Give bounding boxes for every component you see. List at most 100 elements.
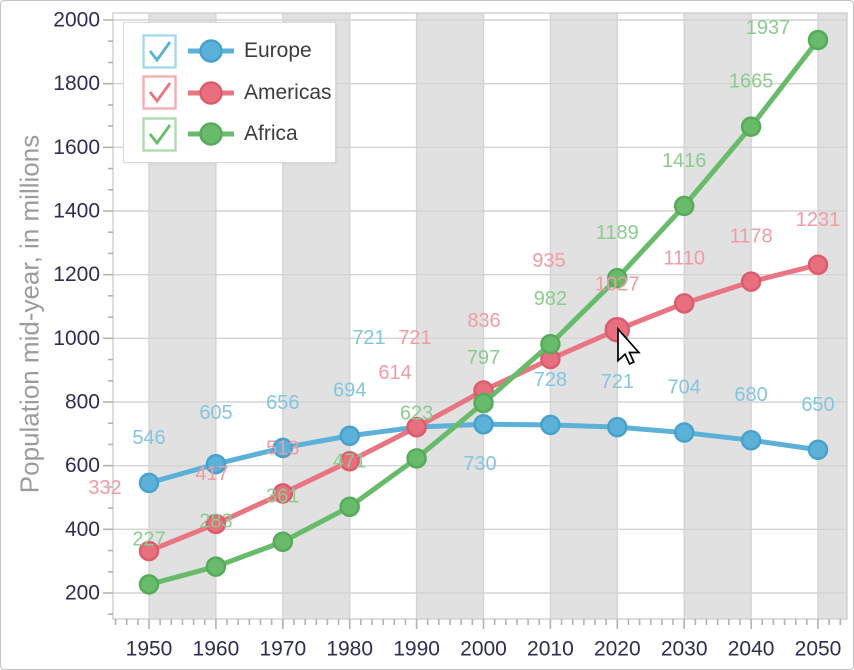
x-axis-label: 2030: [661, 638, 708, 661]
data-label-europe-2020: 721: [601, 371, 634, 393]
legend-item-americas[interactable]: Americas: [142, 75, 335, 110]
data-label-africa-2040: 1665: [729, 71, 774, 93]
data-point-africa-2010[interactable]: [540, 333, 561, 355]
legend-item-africa[interactable]: Africa: [142, 116, 335, 152]
y-axis-title: Population mid-year, in millions: [14, 134, 45, 494]
data-label-europe-2010: 728: [534, 369, 567, 391]
y-axis-label: 1800: [53, 72, 100, 95]
x-axis-label: 1970: [259, 638, 306, 661]
data-label-europe-1970: 656: [266, 392, 299, 414]
data-point-africa-1970[interactable]: [272, 531, 294, 552]
data-point-europe-1970[interactable]: [272, 437, 294, 459]
mouse-cursor-icon: [617, 326, 641, 366]
data-point-europe-2030[interactable]: [673, 422, 695, 443]
plot-stripe: [684, 13, 752, 619]
data-point-americas-1990[interactable]: [406, 416, 427, 438]
plot-stripe: [818, 13, 847, 619]
legend-checkbox-americas[interactable]: [142, 75, 177, 110]
data-label-europe-1990: 721: [352, 327, 385, 349]
x-axis-label: 2010: [527, 638, 574, 661]
checkmark-icon: [148, 40, 172, 62]
data-label-europe-2030: 704: [668, 377, 701, 399]
data-point-africa-1990[interactable]: [406, 448, 427, 469]
data-point-africa-2050[interactable]: [807, 29, 829, 51]
data-point-americas-1960[interactable]: [205, 513, 227, 535]
data-point-africa-1960[interactable]: [205, 556, 227, 577]
data-point-americas-2040[interactable]: [740, 271, 762, 292]
y-axis-label: 2000: [53, 9, 100, 32]
data-point-africa-1950[interactable]: [138, 574, 160, 595]
data-label-africa-2010: 982: [534, 288, 567, 310]
checkbox-box: [142, 116, 177, 152]
data-label-europe-2050: 650: [801, 394, 834, 416]
checkmark-icon: [148, 82, 172, 104]
data-label-europe-1980: 694: [333, 380, 366, 402]
data-point-americas-1980[interactable]: [339, 450, 360, 472]
mouse-cursor-shape: [617, 326, 641, 366]
data-label-africa-1960: 283: [199, 511, 232, 533]
legend-marker-americas-icon[interactable]: [187, 79, 235, 107]
data-label-africa-2030: 1416: [662, 150, 707, 172]
data-point-europe-2010[interactable]: [540, 414, 561, 436]
legend-marker-dot: [199, 122, 223, 146]
data-point-africa-1980[interactable]: [339, 496, 360, 517]
data-label-europe-2040: 680: [734, 384, 767, 406]
plot-border: [112, 12, 848, 620]
legend-marker-dot: [199, 39, 223, 63]
data-point-americas-2050[interactable]: [807, 254, 829, 276]
x-axis-label: 2040: [728, 638, 775, 661]
data-label-americas-2010: 935: [532, 250, 565, 272]
legend-label-europe[interactable]: Europe: [244, 39, 312, 62]
legend-checkbox-europe[interactable]: [142, 33, 177, 69]
legend-marker-dot: [199, 80, 223, 105]
data-label-africa-2000: 797: [467, 347, 500, 369]
legend: Europe Americas Africa: [123, 22, 336, 163]
legend-label-americas[interactable]: Americas: [244, 80, 332, 104]
legend-checkbox-africa[interactable]: [142, 116, 177, 152]
data-point-americas-2030[interactable]: [673, 293, 695, 314]
data-label-europe-1950: 546: [132, 427, 165, 449]
data-point-europe-1980[interactable]: [339, 425, 360, 446]
y-axis-label: 1000: [53, 327, 100, 350]
data-point-europe-1950[interactable]: [138, 472, 160, 494]
x-axis-label: 1990: [393, 638, 440, 661]
data-label-americas-2020: 1027: [595, 274, 640, 296]
data-point-africa-2000[interactable]: [473, 392, 494, 414]
data-label-americas-1980: 614: [378, 362, 411, 384]
x-axis-label: 2000: [460, 638, 507, 661]
data-point-europe-2050[interactable]: [807, 439, 829, 460]
data-label-americas-1990: 721: [398, 327, 431, 349]
data-point-europe-2000[interactable]: [473, 414, 494, 435]
data-point-europe-2040[interactable]: [740, 429, 762, 451]
data-point-africa-2030[interactable]: [673, 195, 695, 217]
data-point-americas-1950[interactable]: [138, 540, 160, 562]
y-axis-label: 1200: [53, 263, 100, 286]
legend-label-africa[interactable]: Africa: [244, 122, 298, 145]
data-label-americas-1970: 513: [266, 437, 299, 459]
plot-stripe: [550, 13, 618, 619]
plot-stripe: [416, 13, 484, 619]
checkmark-icon: [148, 123, 172, 145]
data-label-africa-1990: 623: [400, 402, 433, 424]
data-label-americas-2030: 1110: [663, 247, 705, 269]
data-label-europe-2000: 730: [463, 453, 496, 475]
data-label-africa-1980: 471: [333, 451, 366, 473]
data-label-africa-1950: 227: [132, 528, 165, 550]
x-axis-label: 1960: [193, 638, 240, 661]
x-axis-label: 2020: [594, 638, 641, 661]
data-label-africa-2050: 1937: [746, 17, 791, 39]
legend-item-europe[interactable]: Europe: [142, 33, 335, 69]
legend-marker-africa-icon[interactable]: [187, 120, 235, 148]
legend-marker-europe-icon[interactable]: [187, 37, 235, 65]
x-axis-label: 1980: [326, 638, 373, 661]
data-point-africa-2040[interactable]: [740, 116, 762, 137]
x-axis-label: 2050: [795, 638, 842, 661]
data-point-americas-1970[interactable]: [272, 483, 294, 504]
data-point-europe-1960[interactable]: [205, 453, 227, 475]
data-point-europe-2020[interactable]: [607, 416, 628, 438]
y-axis-label: 800: [65, 391, 100, 414]
data-label-africa-1970: 361: [266, 486, 299, 508]
data-point-africa-2020[interactable]: [607, 267, 628, 289]
